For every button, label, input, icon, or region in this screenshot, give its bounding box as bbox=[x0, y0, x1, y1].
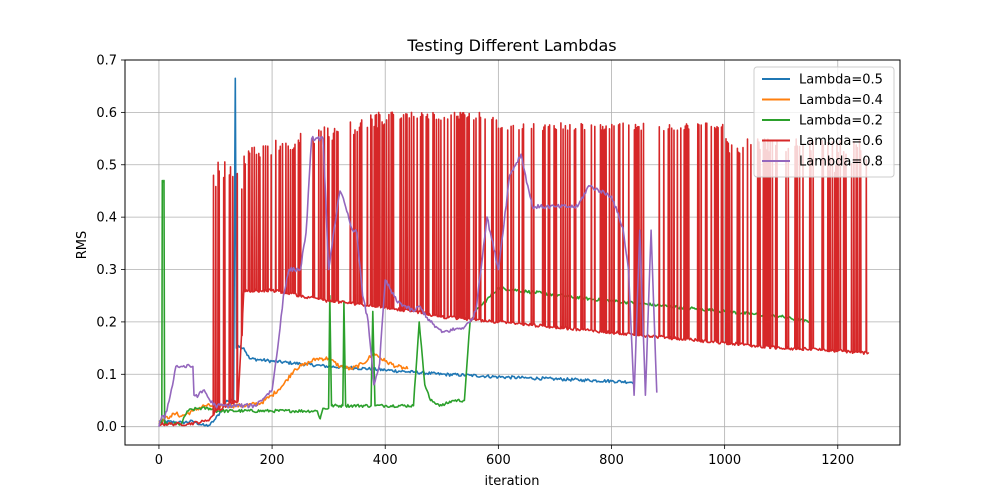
chart-title: Testing Different Lambdas bbox=[406, 36, 616, 55]
legend-entry: Lambda=0.4 bbox=[799, 93, 883, 108]
legend-entry: Lambda=0.2 bbox=[799, 114, 883, 129]
x-axis-label: iteration bbox=[485, 474, 540, 489]
x-tick-label: 1200 bbox=[821, 453, 854, 468]
series-line-1 bbox=[158, 352, 409, 424]
y-tick-label: 0.4 bbox=[96, 211, 117, 226]
series-line-4 bbox=[158, 135, 658, 427]
y-tick-label: 0.2 bbox=[96, 315, 117, 330]
y-tick-label: 0.6 bbox=[96, 106, 117, 121]
y-tick-label: 0.0 bbox=[96, 420, 117, 435]
ticks: 0 200 400 600 800 1000 1200 0.0 0.1 0.2 0.3 0.4 0.5 0… bbox=[96, 54, 854, 469]
legend-box bbox=[753, 66, 895, 178]
y-tick-label: 0.7 bbox=[96, 54, 117, 69]
x-tick-label: 200 bbox=[260, 453, 285, 468]
x-tick-label: 800 bbox=[599, 453, 624, 468]
x-tick-label: 1000 bbox=[708, 453, 741, 468]
x-tick-label: 600 bbox=[486, 453, 511, 468]
x-tick-label: 0 bbox=[155, 453, 163, 468]
y-tick-label: 0.3 bbox=[96, 263, 117, 278]
legend-entry: Lambda=0.8 bbox=[799, 155, 883, 170]
legend: Lambda=0.5 Lambda=0.4 Lambda=0.2 Lambda=0.6… bbox=[753, 66, 895, 178]
plot-frame bbox=[124, 59, 901, 446]
y-tick-label: 0.1 bbox=[96, 368, 117, 383]
x-tick-label: 400 bbox=[373, 453, 398, 468]
y-tick-label: 0.5 bbox=[96, 158, 117, 173]
y-axis-label: RMS bbox=[75, 231, 90, 260]
legend-entry: Lambda=0.6 bbox=[799, 134, 883, 149]
series-group bbox=[158, 77, 870, 427]
legend-entry: Lambda=0.5 bbox=[799, 73, 883, 88]
series-line-3 bbox=[158, 111, 870, 427]
